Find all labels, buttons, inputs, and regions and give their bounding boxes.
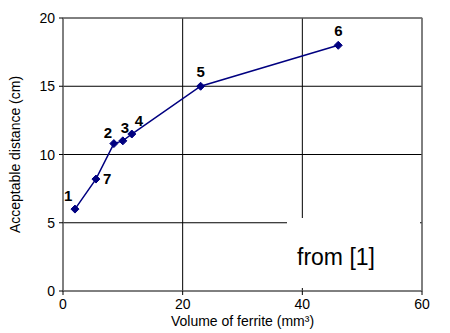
x-grid-line	[182, 18, 183, 291]
data-point	[119, 137, 127, 145]
y-tick	[59, 291, 63, 292]
y-tick	[59, 154, 63, 155]
y-grid-line	[63, 154, 422, 155]
y-tick-label: 10	[39, 147, 55, 163]
point-label: 4	[135, 112, 144, 129]
x-tick-label: 60	[414, 296, 430, 312]
point-label: 6	[334, 22, 342, 39]
x-axis-title: Volume of ferrite (mm³)	[171, 313, 314, 329]
y-grid-line	[63, 86, 422, 87]
y-tick	[59, 222, 63, 223]
y-tick-label: 20	[39, 10, 55, 26]
data-group	[71, 41, 342, 213]
point-label: 3	[121, 119, 129, 136]
data-point	[92, 175, 100, 183]
chart-svg: 051015200204060Volume of ferrite (mm³)Ac…	[0, 0, 450, 333]
y-tick-label: 0	[47, 283, 55, 299]
y-tick	[59, 18, 63, 19]
point-label: 7	[103, 170, 111, 187]
data-point	[71, 205, 79, 213]
data-point	[110, 140, 118, 148]
x-tick-label: 20	[175, 296, 191, 312]
x-tick	[422, 291, 423, 295]
point-label: 5	[197, 63, 205, 80]
x-tick-label: 40	[295, 296, 311, 312]
point-label: 1	[64, 187, 72, 204]
y-axis-title: Acceptable distance (cm)	[7, 76, 23, 233]
data-point	[197, 82, 205, 90]
x-tick-label: 0	[59, 296, 67, 312]
data-point	[334, 41, 342, 49]
chart: 051015200204060Volume of ferrite (mm³)Ac…	[0, 0, 450, 333]
plot-area	[63, 18, 422, 291]
annotation-box	[287, 218, 420, 288]
y-tick-label: 15	[39, 78, 55, 94]
data-line	[75, 45, 338, 209]
x-tick	[302, 291, 303, 295]
plot-frame	[63, 18, 422, 291]
x-tick	[63, 291, 64, 295]
annotation: from [1]	[297, 244, 375, 270]
point-label: 2	[104, 124, 112, 141]
y-tick-label: 5	[47, 215, 55, 231]
y-tick	[59, 86, 63, 87]
x-tick	[182, 291, 183, 295]
